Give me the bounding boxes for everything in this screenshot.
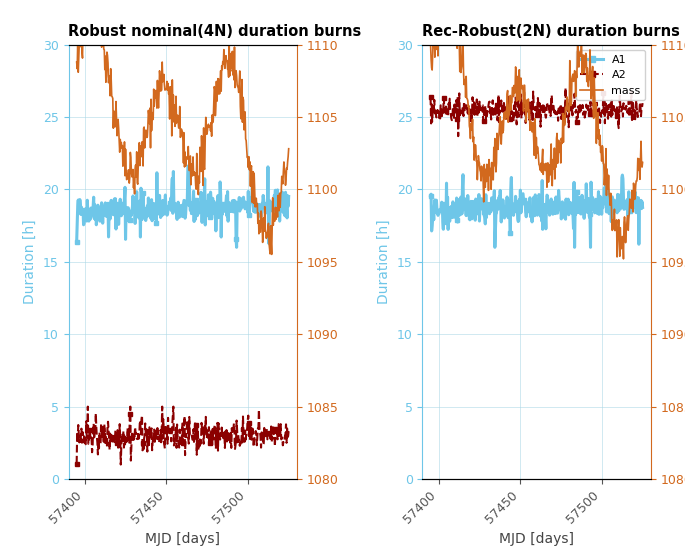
X-axis label: MJD [days]: MJD [days] [499,532,574,546]
Y-axis label: Duration [h]: Duration [h] [23,219,38,304]
Text: Rec-Robust(2N) duration burns: Rec-Robust(2N) duration burns [423,24,680,39]
Text: Robust nominal(4N) duration burns: Robust nominal(4N) duration burns [68,24,362,39]
Legend: A1, A2, mass: A1, A2, mass [576,50,645,100]
Y-axis label: Duration [h]: Duration [h] [377,219,391,304]
X-axis label: MJD [days]: MJD [days] [145,532,220,546]
